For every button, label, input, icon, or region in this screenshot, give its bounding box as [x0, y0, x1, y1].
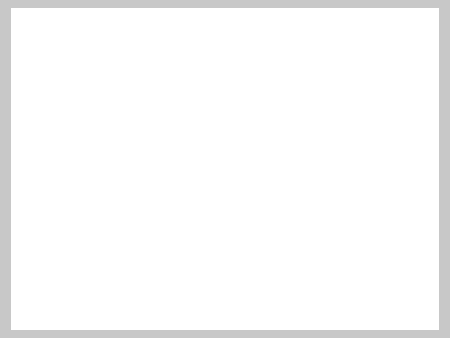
- Text: Chapter 9: Chapter 9: [160, 111, 290, 137]
- Text: Population Proportion: Population Proportion: [128, 271, 322, 289]
- FancyBboxPatch shape: [35, 95, 415, 200]
- Text: 9.4: 9.4: [210, 211, 240, 230]
- Text: Testing a Hypothesis about a: Testing a Hypothesis about a: [94, 249, 356, 267]
- Text: Hypothesis Testing: Hypothesis Testing: [101, 158, 349, 184]
